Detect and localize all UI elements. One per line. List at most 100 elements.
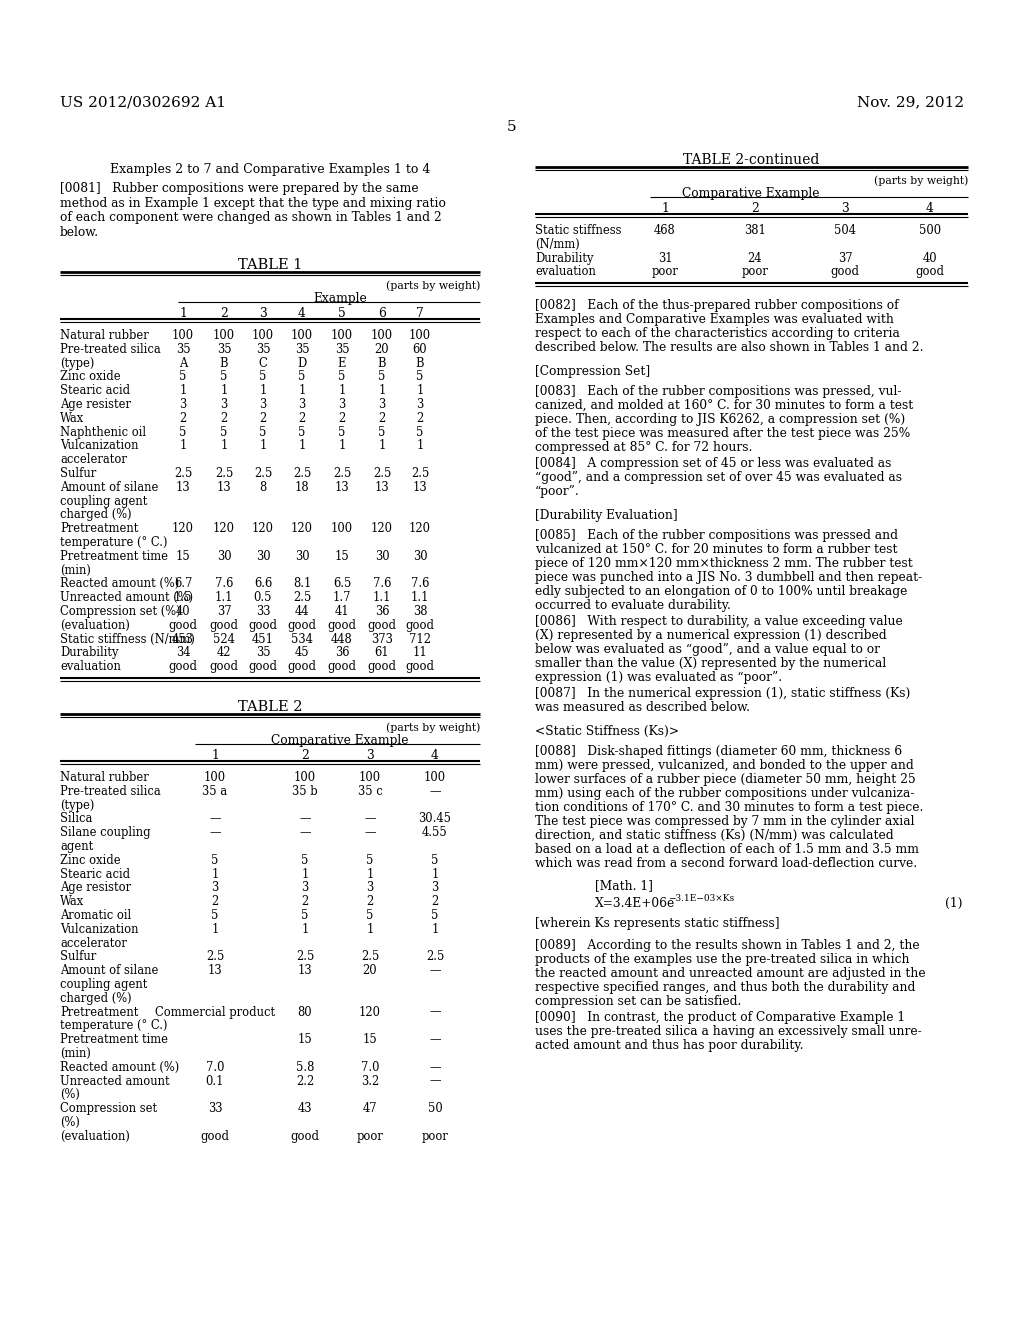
Text: Zinc oxide: Zinc oxide: [60, 854, 121, 867]
Text: 50: 50: [428, 1102, 442, 1115]
Text: 5: 5: [367, 854, 374, 867]
Text: 36: 36: [335, 647, 349, 660]
Text: 37: 37: [217, 605, 231, 618]
Text: 15: 15: [176, 550, 190, 562]
Text: uses the pre-treated silica a having an excessively small unre-: uses the pre-treated silica a having an …: [535, 1026, 922, 1039]
Text: Pre-treated silica: Pre-treated silica: [60, 343, 161, 356]
Text: 33: 33: [256, 605, 270, 618]
Text: 44: 44: [295, 605, 309, 618]
Text: 13: 13: [298, 964, 312, 977]
Text: 2.2: 2.2: [296, 1074, 314, 1088]
Text: 451: 451: [252, 632, 274, 645]
Text: 7: 7: [416, 308, 424, 319]
Text: 13: 13: [413, 480, 427, 494]
Text: 3: 3: [379, 399, 386, 411]
Text: Silane coupling: Silane coupling: [60, 826, 151, 840]
Text: 1: 1: [211, 748, 219, 762]
Text: good: good: [406, 660, 434, 673]
Text: Naphthenic oil: Naphthenic oil: [60, 425, 146, 438]
Text: 2: 2: [301, 895, 308, 908]
Text: smaller than the value (X) represented by the numerical: smaller than the value (X) represented b…: [535, 657, 886, 671]
Text: Example: Example: [313, 292, 367, 305]
Text: 120: 120: [359, 1006, 381, 1019]
Text: 1: 1: [417, 384, 424, 397]
Text: [0090]   In contrast, the product of Comparative Example 1: [0090] In contrast, the product of Compa…: [535, 1011, 905, 1024]
Text: Pre-treated silica: Pre-treated silica: [60, 785, 161, 797]
Text: [0085]   Each of the rubber compositions was pressed and: [0085] Each of the rubber compositions w…: [535, 529, 898, 543]
Text: Pretreatment: Pretreatment: [60, 523, 138, 535]
Text: Pretreatment: Pretreatment: [60, 1006, 138, 1019]
Text: 100: 100: [294, 771, 316, 784]
Text: 1: 1: [367, 923, 374, 936]
Text: good: good: [249, 619, 278, 632]
Text: 7.6: 7.6: [215, 577, 233, 590]
Text: [0082]   Each of the thus-prepared rubber compositions of: [0082] Each of the thus-prepared rubber …: [535, 300, 899, 313]
Text: 35 a: 35 a: [203, 785, 227, 797]
Text: TABLE 1: TABLE 1: [238, 257, 302, 272]
Text: B: B: [378, 356, 386, 370]
Text: the reacted amount and unreacted amount are adjusted in the: the reacted amount and unreacted amount …: [535, 968, 926, 981]
Text: poor: poor: [741, 265, 768, 279]
Text: C: C: [259, 356, 267, 370]
Text: E: E: [338, 356, 346, 370]
Text: 2.5: 2.5: [215, 467, 233, 480]
Text: 1: 1: [338, 384, 346, 397]
Text: 18: 18: [295, 480, 309, 494]
Text: Pretreatment time: Pretreatment time: [60, 1034, 168, 1047]
Text: 40: 40: [923, 252, 937, 264]
Text: described below. The results are also shown in Tables 1 and 2.: described below. The results are also sh…: [535, 341, 924, 354]
Text: Age resistor: Age resistor: [60, 882, 131, 895]
Text: 2.5: 2.5: [360, 950, 379, 964]
Text: respect to each of the characteristics according to criteria: respect to each of the characteristics a…: [535, 327, 900, 341]
Text: TABLE 2-continued: TABLE 2-continued: [683, 153, 819, 168]
Text: <Static Stiffness (Ks)>: <Static Stiffness (Ks)>: [535, 725, 679, 738]
Text: 5: 5: [220, 371, 227, 383]
Text: [0084]   A compression set of 45 or less was evaluated as: [0084] A compression set of 45 or less w…: [535, 457, 891, 470]
Text: 453: 453: [172, 632, 194, 645]
Text: 120: 120: [371, 523, 393, 535]
Text: 2.5: 2.5: [293, 591, 311, 605]
Text: 2: 2: [301, 748, 309, 762]
Text: 13: 13: [375, 480, 389, 494]
Text: 5: 5: [338, 308, 346, 319]
Text: 6.5: 6.5: [333, 577, 351, 590]
Text: good: good: [830, 265, 859, 279]
Text: Commercial product: Commercial product: [155, 1006, 275, 1019]
Text: Amount of silane: Amount of silane: [60, 964, 159, 977]
Text: agent: agent: [60, 840, 93, 853]
Text: 42: 42: [217, 647, 231, 660]
Text: occurred to evaluate durability.: occurred to evaluate durability.: [535, 599, 731, 612]
Text: [Math. 1]: [Math. 1]: [595, 879, 653, 892]
Text: 5: 5: [417, 425, 424, 438]
Text: 3: 3: [259, 399, 266, 411]
Text: 5: 5: [378, 371, 386, 383]
Text: [0083]   Each of the rubber compositions was pressed, vul-: [0083] Each of the rubber compositions w…: [535, 385, 901, 399]
Text: good: good: [915, 265, 944, 279]
Text: Natural rubber: Natural rubber: [60, 771, 148, 784]
Text: (type): (type): [60, 356, 94, 370]
Text: 40: 40: [176, 605, 190, 618]
Text: poor: poor: [651, 265, 679, 279]
Text: 24: 24: [748, 252, 762, 264]
Text: 1.5: 1.5: [174, 591, 193, 605]
Text: good: good: [368, 619, 396, 632]
Text: 20: 20: [375, 343, 389, 356]
Text: good: good: [249, 660, 278, 673]
Text: 5: 5: [179, 371, 186, 383]
Text: 3: 3: [298, 399, 305, 411]
Text: 35 b: 35 b: [292, 785, 317, 797]
Text: Zinc oxide: Zinc oxide: [60, 371, 121, 383]
Text: 1.1: 1.1: [215, 591, 233, 605]
Text: 1: 1: [378, 384, 386, 397]
Text: 3: 3: [431, 882, 438, 895]
Text: 2.5: 2.5: [174, 467, 193, 480]
Text: 2: 2: [179, 412, 186, 425]
Text: 2.5: 2.5: [206, 950, 224, 964]
Text: 8.1: 8.1: [293, 577, 311, 590]
Text: 3.2: 3.2: [360, 1074, 379, 1088]
Text: 1.7: 1.7: [333, 591, 351, 605]
Text: 8: 8: [259, 480, 266, 494]
Text: 3: 3: [841, 202, 849, 215]
Text: 13: 13: [335, 480, 349, 494]
Text: Compression set: Compression set: [60, 1102, 157, 1115]
